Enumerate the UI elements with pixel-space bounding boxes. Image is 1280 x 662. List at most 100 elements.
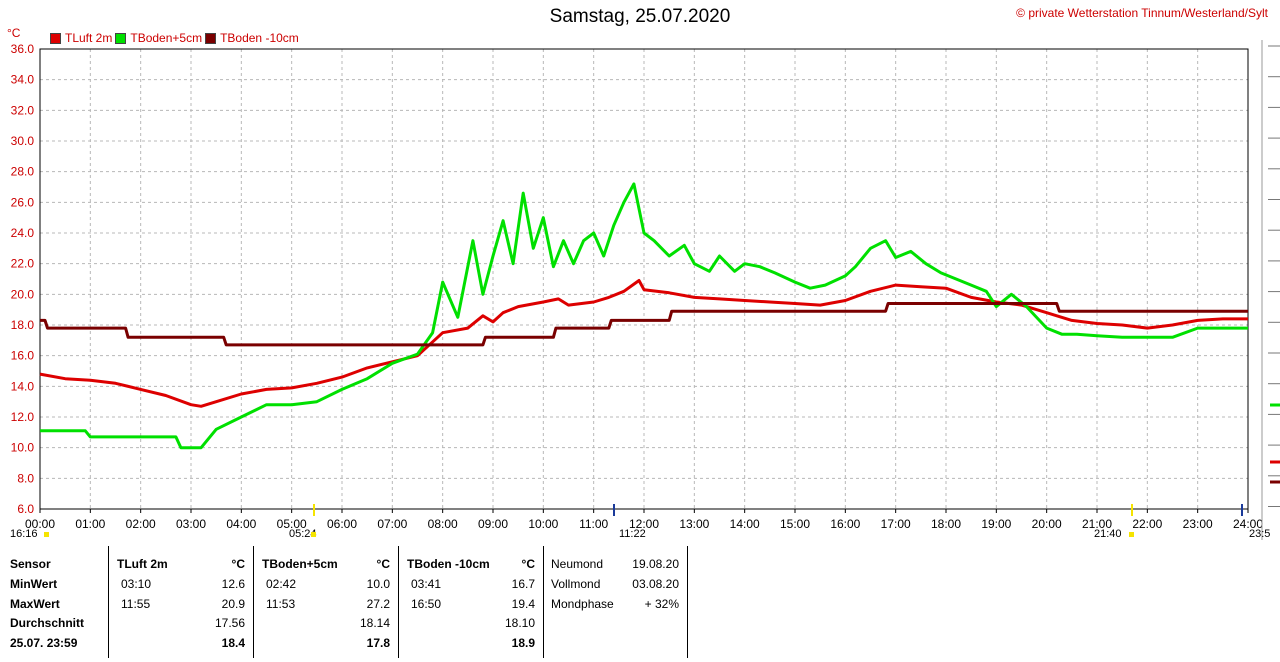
y-tick-label: 36.0	[11, 42, 35, 56]
x-tick-label: 06:00	[327, 517, 357, 531]
y-tick-label: 20.0	[11, 287, 35, 301]
label-sensor: Sensor	[10, 557, 51, 571]
tboden5-current: 17.8	[366, 636, 390, 650]
tboden10-average: 18.10	[504, 616, 535, 630]
sunrise-time-marker: 05:24	[289, 528, 317, 540]
noon-time-marker: 11:22	[619, 528, 646, 540]
series-line-0	[39, 279, 1248, 408]
copyright-text: © private Wetterstation Tinnum/Westerlan…	[1016, 6, 1268, 20]
y-tick-label: 10.0	[11, 441, 35, 455]
moon-newmoon-value: 19.08.20	[632, 557, 679, 571]
x-tick-label: 05:00	[277, 517, 307, 531]
x-tick-label: 22:00	[1132, 517, 1162, 531]
tboden5-min-time: 02:42	[266, 577, 297, 591]
x-tick-label: 24:00	[1233, 517, 1263, 531]
moon-column: Neumond 19.08.20 Vollmond 03.08.20 Mondp…	[544, 546, 687, 658]
tboden10-max-value: 19.4	[511, 597, 535, 611]
label-durchschnitt: Durchschnitt	[10, 616, 85, 630]
tboden10-title: TBoden -10cm	[407, 557, 490, 571]
y-tick-label: 8.0	[17, 471, 34, 485]
moon-fullmoon-value: 03.08.20	[632, 577, 679, 591]
x-tick-label: 04:00	[226, 517, 256, 531]
x-tick-label: 12:00	[629, 517, 659, 531]
moon-phase-value: + 32%	[644, 597, 679, 611]
temperature-chart: 6.0 8.0 10.0 12.0 14.0 16.0 18.0 20.0 22.0 24.0 26…	[7, 26, 1280, 540]
y-axis-unit: °C	[7, 26, 21, 40]
statistics-table: Sensor MinWert MaxWert Durchschnitt 25.0…	[4, 546, 688, 658]
y-tick-label: 6.0	[17, 502, 34, 516]
tboden5-max-time: 11:53	[266, 597, 296, 611]
tboden5-unit: °C	[376, 557, 390, 571]
tboden10-min-value: 16.7	[511, 577, 535, 591]
tluft-max-value: 20.9	[221, 597, 245, 611]
tboden5-average: 18.14	[359, 616, 390, 630]
y-tick-label: 32.0	[11, 103, 35, 117]
x-tick-label: 16:00	[830, 517, 860, 531]
sunrise-icon	[311, 532, 316, 537]
x-tick-label: 18:00	[931, 517, 961, 531]
legend: TLuft 2m TBoden+5cm TBoden -10cm	[50, 31, 302, 45]
x-tick-label: 02:00	[126, 517, 156, 531]
legend-item-tboden10[interactable]: TBoden -10cm	[205, 31, 299, 45]
x-tick-label: 09:00	[478, 517, 508, 531]
tluft-average: 17.56	[214, 616, 245, 630]
x-tick-label: 03:00	[176, 517, 206, 531]
column-separator	[398, 546, 399, 658]
label-maxwert: MaxWert	[10, 597, 60, 611]
tboden10-unit: °C	[521, 557, 535, 571]
y-tick-label: 28.0	[11, 165, 35, 179]
y-tick-label: 26.0	[11, 195, 35, 209]
legend-label-tboden10: TBoden -10cm	[220, 31, 299, 45]
tboden5-column: TBoden+5cm °C 02:42 10.0 11:53 27.2 18.1…	[254, 546, 398, 658]
legend-swatch-tluft	[50, 32, 61, 44]
tboden10-current: 18.9	[511, 636, 535, 650]
chart-title: Samstag, 25.07.2020	[549, 6, 731, 27]
tluft-min-time: 03:10	[121, 577, 152, 591]
y-tick-label: 18.0	[11, 318, 35, 332]
legend-item-tluft[interactable]: TLuft 2m	[50, 31, 112, 45]
y-tick-label: 24.0	[11, 226, 35, 240]
tluft-title: TLuft 2m	[117, 557, 168, 571]
tboden10-min-time: 03:41	[411, 577, 442, 591]
tluft-max-time: 11:55	[121, 597, 151, 611]
tboden5-min-value: 10.0	[366, 577, 390, 591]
x-tick-label: 01:00	[75, 517, 105, 531]
y-tick-label: 22.0	[11, 257, 35, 271]
x-tick-label: 19:00	[981, 517, 1011, 531]
legend-swatch-tboden10	[205, 32, 217, 44]
grid	[39, 48, 1249, 510]
legend-label-tluft: TLuft 2m	[65, 31, 113, 45]
tluft-current: 18.4	[221, 636, 245, 650]
copyright-label: private Wetterstation Tinnum/Westerland/…	[1028, 6, 1268, 20]
tboden10-column: TBoden -10cm °C 03:41 16.7 16:50 19.4 18…	[399, 546, 543, 658]
tboden5-max-value: 27.2	[366, 597, 390, 611]
legend-item-tboden5[interactable]: TBoden+5cm	[115, 31, 202, 45]
moon-newmoon-label: Neumond	[551, 557, 604, 571]
start-time-marker: 16:16	[10, 528, 38, 540]
legend-label-tboden5: TBoden+5cm	[130, 31, 203, 45]
y-tick-label: 30.0	[11, 134, 35, 148]
sunset-icon	[1129, 532, 1134, 537]
end-time-marker: 23:5	[1249, 528, 1271, 540]
tluft-min-value: 12.6	[221, 577, 245, 591]
x-tick-label: 13:00	[679, 517, 709, 531]
x-tick-label: 00:00	[25, 517, 55, 531]
y-tick-label: 12.0	[11, 410, 35, 424]
moon-phase-label: Mondphase	[551, 597, 614, 611]
moon-fullmoon-label: Vollmond	[551, 577, 601, 591]
column-separator	[108, 546, 109, 658]
right-scroll-strip	[1261, 40, 1280, 540]
x-tick-label: 07:00	[377, 517, 407, 531]
tboden5-title: TBoden+5cm	[262, 557, 338, 571]
series-lines	[39, 182, 1248, 450]
start-sun-icon	[44, 532, 49, 537]
y-tick-label: 14.0	[11, 379, 35, 393]
sunset-time-marker: 21:40	[1094, 528, 1122, 540]
tboden10-max-time: 16:50	[411, 597, 442, 611]
label-minwert: MinWert	[10, 577, 58, 591]
y-tick-label: 16.0	[11, 349, 35, 363]
x-tick-label: 10:00	[528, 517, 558, 531]
column-separator	[687, 546, 688, 658]
column-separator	[543, 546, 544, 658]
copyright-symbol: ©	[1016, 6, 1025, 20]
